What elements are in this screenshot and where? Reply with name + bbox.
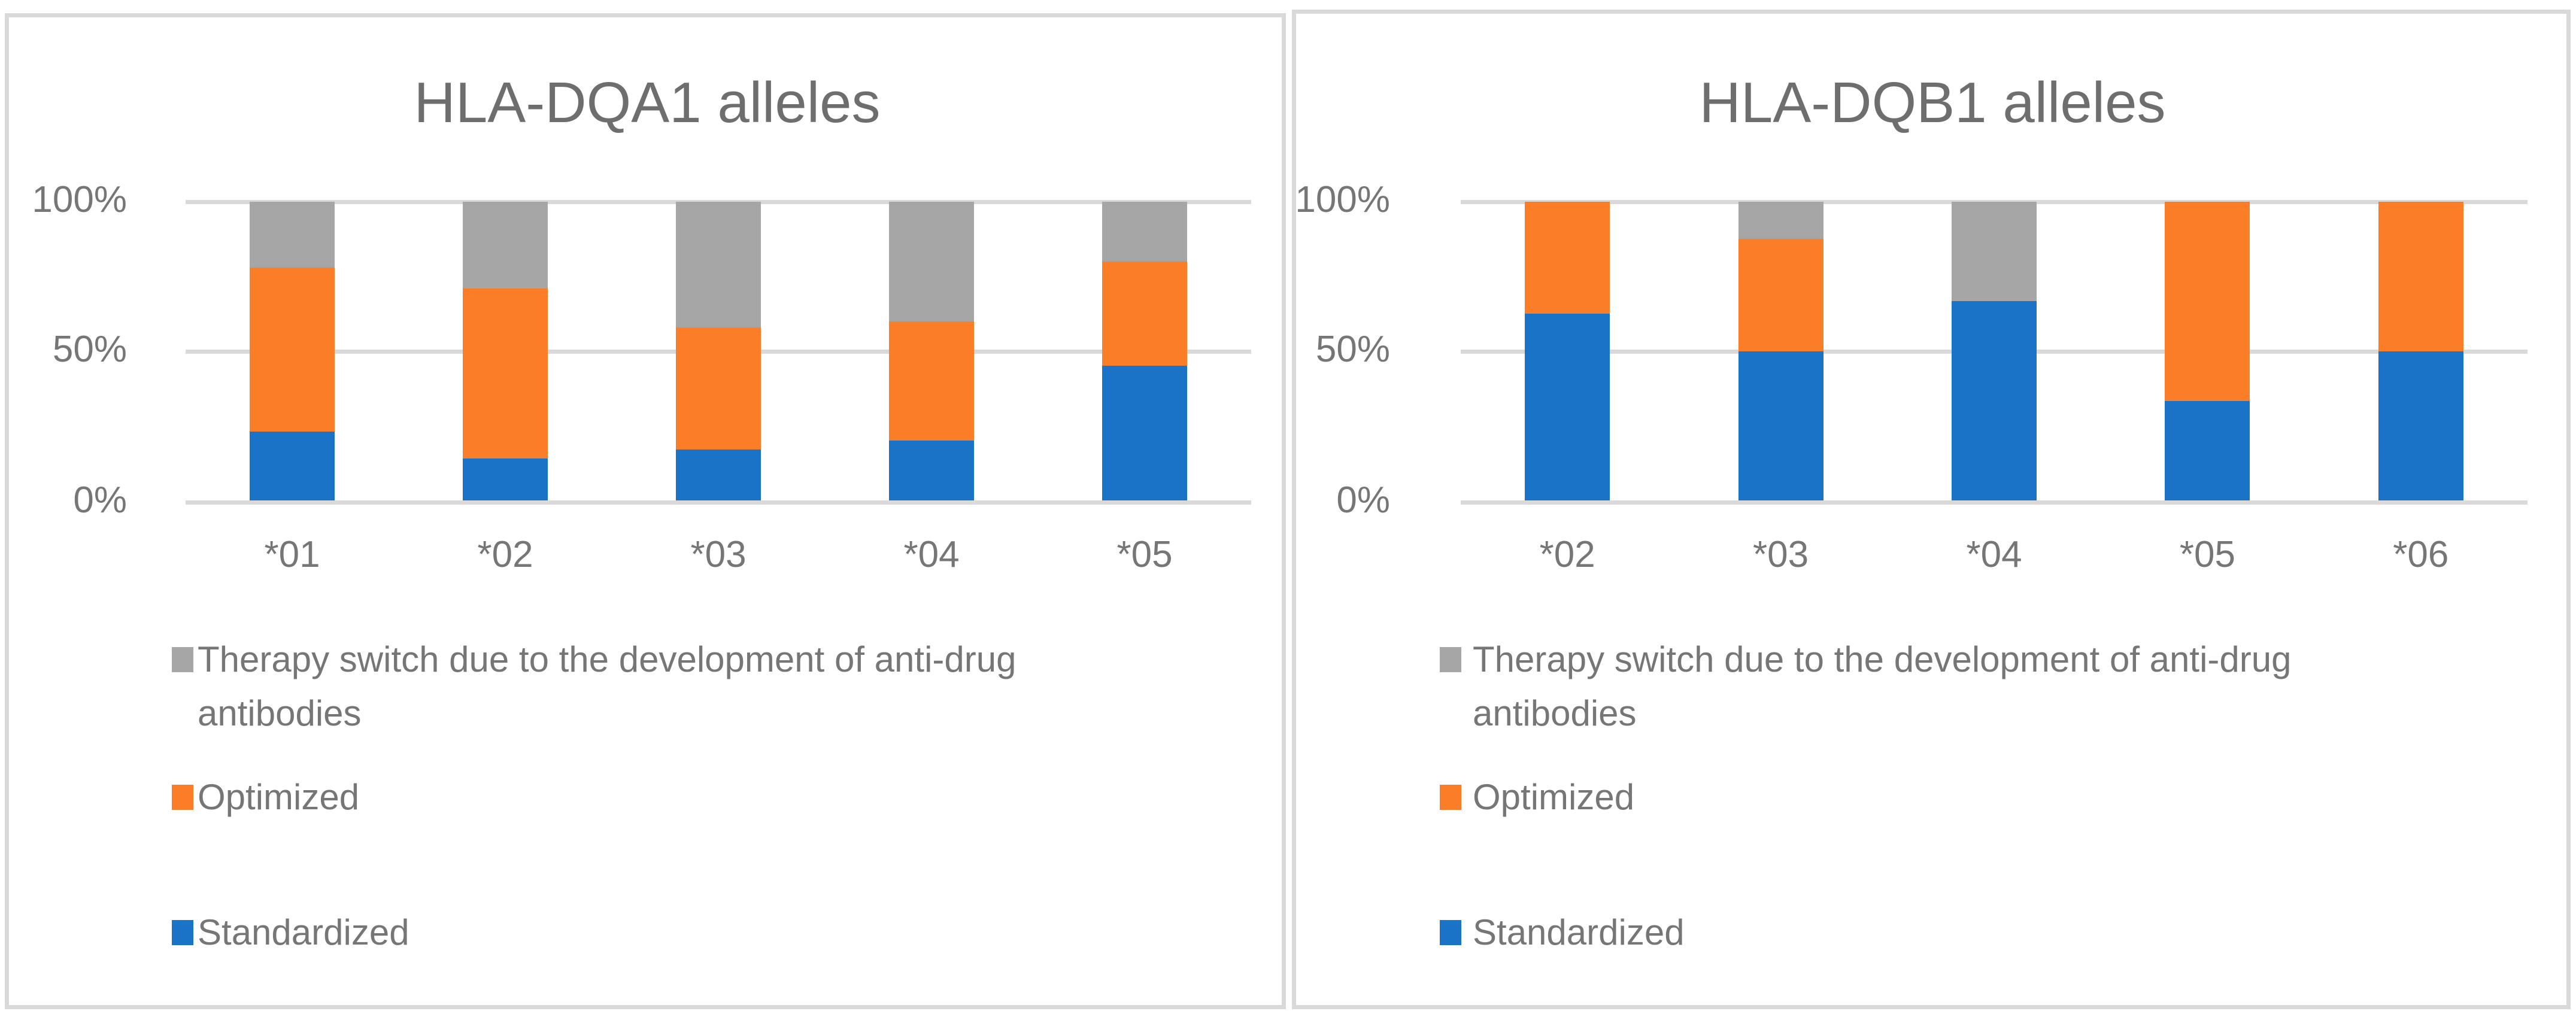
chart-panel-dqb1	[1292, 10, 2571, 1009]
y-tick-label: 0%	[1336, 479, 1390, 521]
bar-segment-gray	[889, 202, 974, 321]
bar-segment-gray	[463, 202, 548, 289]
bar-segment-gray	[250, 202, 335, 268]
legend-swatch-orange	[1440, 785, 1461, 810]
legend-label: Optimized	[198, 777, 360, 817]
bar-segment-blue	[2165, 400, 2250, 500]
bar-segment-orange	[250, 267, 335, 432]
legend-label: Therapy switch due to the development of…	[1473, 639, 2292, 733]
bar-segment-orange	[2378, 202, 2463, 351]
bar-segment-orange	[889, 321, 974, 441]
legend-swatch-gray	[1440, 647, 1461, 672]
x-category-label: *05	[1116, 534, 1173, 575]
y-tick-label: 0%	[73, 479, 127, 521]
legend-label: Therapy switch due to the development of…	[198, 639, 1017, 733]
gridline	[1461, 500, 2528, 505]
chart-title-dqa1: HLA-DQA1 alleles	[414, 71, 881, 135]
bar-segment-blue	[463, 459, 548, 500]
x-category-label: *04	[1966, 534, 2022, 575]
legend-label: Standardized	[1473, 912, 1685, 952]
bar-segment-blue	[1952, 301, 2037, 500]
bar-segment-blue	[676, 450, 761, 500]
legend-label: Optimized	[1473, 777, 1635, 817]
bar-segment-blue	[1102, 366, 1187, 500]
x-category-label: *05	[2179, 534, 2235, 575]
x-category-label: *02	[1539, 534, 1595, 575]
bar-segment-orange	[463, 288, 548, 459]
x-category-label: *03	[690, 534, 747, 575]
bar-segment-blue	[2378, 351, 2463, 500]
chart-title-dqb1: HLA-DQB1 alleles	[1699, 71, 2166, 135]
legend-swatch-orange	[172, 785, 193, 810]
bar-segment-gray	[676, 202, 761, 327]
chart-panel-dqa1	[5, 13, 1286, 1009]
legend-label: Standardized	[198, 912, 409, 952]
x-category-label: *01	[264, 534, 320, 575]
legend-swatch-gray	[172, 647, 193, 672]
bar-segment-orange	[676, 327, 761, 450]
y-tick-label: 50%	[52, 328, 127, 370]
bar-segment-blue	[1525, 314, 1610, 500]
x-category-label: *03	[1753, 534, 1809, 575]
bar-segment-gray	[1738, 202, 1823, 239]
legend-swatch-blue	[172, 920, 193, 945]
legend-swatch-blue	[1440, 920, 1461, 945]
bar-segment-orange	[1102, 261, 1187, 366]
x-category-label: *02	[477, 534, 533, 575]
bar-segment-blue	[250, 432, 335, 500]
gridline	[186, 500, 1251, 505]
bar-segment-blue	[889, 441, 974, 500]
bar-segment-orange	[1738, 239, 1823, 351]
y-tick-label: 50%	[1315, 328, 1390, 370]
bar-segment-gray	[1952, 202, 2037, 302]
bar-segment-orange	[2165, 202, 2250, 401]
bar-segment-orange	[1525, 202, 1610, 314]
y-tick-label: 100%	[1295, 179, 1390, 220]
x-category-label: *04	[903, 534, 960, 575]
bar-segment-gray	[1102, 202, 1187, 262]
bar-segment-blue	[1738, 351, 1823, 500]
x-category-label: *06	[2393, 534, 2449, 575]
y-tick-label: 100%	[32, 179, 127, 220]
